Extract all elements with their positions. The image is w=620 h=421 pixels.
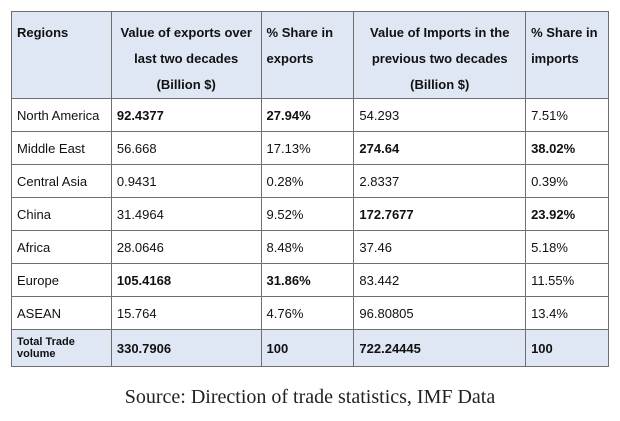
header-row: Regions Value of exports over last two d…: [11, 11, 609, 99]
region-cell: Middle East: [11, 131, 112, 165]
header-exports-value: Value of exports over last two decades (…: [110, 11, 262, 99]
table-row-africa: Africa 28.0646 8.48% 37.46 5.18%: [11, 230, 609, 264]
region-cell: North America: [11, 98, 112, 132]
import-share-cell: 23.92%: [525, 197, 609, 231]
total-exports-cell: 330.7906: [110, 329, 262, 367]
table-row-china: China 31.4964 9.52% 172.7677 23.92%: [11, 197, 609, 231]
trade-table: Regions Value of exports over last two d…: [11, 11, 609, 367]
export-share-cell: 8.48%: [260, 230, 355, 264]
exports-cell: 56.668: [110, 131, 262, 165]
table-row-asean: ASEAN 15.764 4.76% 96.80805 13.4%: [11, 296, 609, 330]
exports-cell: 92.4377: [110, 98, 262, 132]
region-cell: China: [11, 197, 112, 231]
import-share-cell: 13.4%: [525, 296, 609, 330]
exports-cell: 31.4964: [110, 197, 262, 231]
header-import-share: % Share in imports: [525, 11, 609, 99]
export-share-cell: 27.94%: [260, 98, 355, 132]
import-share-cell: 11.55%: [525, 263, 609, 297]
imports-cell: 37.46: [353, 230, 527, 264]
imports-cell: 2.8337: [353, 164, 527, 198]
export-share-cell: 4.76%: [260, 296, 355, 330]
table-row-central-asia: Central Asia 0.9431 0.28% 2.8337 0.39%: [11, 164, 609, 198]
import-share-cell: 0.39%: [525, 164, 609, 198]
export-share-cell: 31.86%: [260, 263, 355, 297]
region-cell: Central Asia: [11, 164, 112, 198]
export-share-cell: 17.13%: [260, 131, 355, 165]
imports-cell: 54.293: [353, 98, 527, 132]
imports-cell: 172.7677: [353, 197, 527, 231]
export-share-cell: 9.52%: [260, 197, 355, 231]
table-row-north-america: North America 92.4377 27.94% 54.293 7.51…: [11, 98, 609, 132]
region-cell: Africa: [11, 230, 112, 264]
table-row-total: Total Trade volume 330.7906 100 722.2444…: [11, 329, 609, 367]
imports-cell: 96.80805: [353, 296, 527, 330]
export-share-cell: 0.28%: [260, 164, 355, 198]
header-export-share: % Share in exports: [260, 11, 355, 99]
import-share-cell: 7.51%: [525, 98, 609, 132]
table-row-europe: Europe 105.4168 31.86% 83.442 11.55%: [11, 263, 609, 297]
table-row-middle-east: Middle East 56.668 17.13% 274.64 38.02%: [11, 131, 609, 165]
source-caption: Source: Direction of trade statistics, I…: [124, 386, 496, 408]
total-imports-cell: 722.24445: [353, 329, 527, 367]
imports-cell: 274.64: [353, 131, 527, 165]
total-label-cell: Total Trade volume: [11, 329, 112, 367]
header-imports-value: Value of Imports in the previous two dec…: [353, 11, 527, 99]
import-share-cell: 5.18%: [525, 230, 609, 264]
region-cell: Europe: [11, 263, 112, 297]
imports-cell: 83.442: [353, 263, 527, 297]
header-regions: Regions: [11, 11, 112, 99]
region-cell: ASEAN: [11, 296, 112, 330]
exports-cell: 15.764: [110, 296, 262, 330]
exports-cell: 28.0646: [110, 230, 262, 264]
import-share-cell: 38.02%: [525, 131, 609, 165]
total-export-share-cell: 100: [260, 329, 355, 367]
total-import-share-cell: 100: [525, 329, 609, 367]
exports-cell: 0.9431: [110, 164, 262, 198]
exports-cell: 105.4168: [110, 263, 262, 297]
